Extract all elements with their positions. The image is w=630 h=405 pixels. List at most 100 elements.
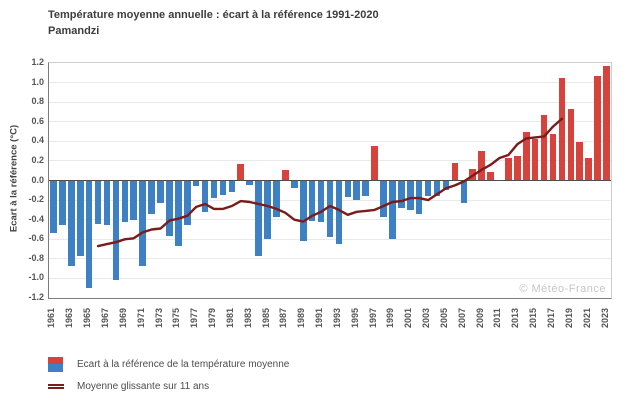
x-tick-label-1969: 1969 — [117, 307, 128, 329]
bar-1961 — [50, 180, 57, 234]
bar-2009 — [478, 151, 485, 181]
x-tick-label-1999: 1999 — [385, 307, 396, 329]
bar-2004 — [433, 180, 441, 197]
x-tick-label-1991: 1991 — [314, 307, 325, 329]
bar-2001 — [406, 180, 414, 210]
bar-1973 — [157, 180, 164, 204]
bar-1980 — [219, 180, 227, 196]
legend-item-anomaly: Ecart à la référence de la température m… — [48, 356, 289, 372]
bar-1975 — [175, 180, 182, 247]
bar-1999 — [389, 180, 396, 240]
bar-2005 — [442, 180, 450, 191]
legend: Ecart à la référence de la température m… — [48, 356, 289, 400]
bar-1988 — [291, 180, 298, 189]
bar-1997 — [371, 146, 378, 181]
bar-2016 — [540, 114, 548, 181]
bar-1987 — [282, 169, 289, 181]
bar-2017 — [549, 134, 557, 181]
bar-2000 — [398, 180, 405, 208]
x-tick-label-2005: 2005 — [438, 307, 449, 329]
gridline — [49, 238, 611, 240]
x-tick-label-2019: 2019 — [563, 307, 574, 329]
bar-2006 — [451, 162, 459, 181]
gridline — [49, 258, 611, 260]
x-tick-label-1985: 1985 — [260, 307, 271, 329]
x-tick-label-1975: 1975 — [171, 307, 182, 329]
bar-1962 — [59, 180, 66, 225]
y-tick-label: -1.2 — [28, 292, 44, 302]
y-tick-label: 0.2 — [31, 154, 44, 165]
zero-line — [49, 180, 611, 181]
y-tick-label: 0.8 — [31, 96, 44, 107]
gridline — [49, 277, 611, 279]
x-tick-label-2003: 2003 — [421, 307, 432, 329]
bar-1976 — [183, 180, 191, 225]
bar-1964 — [76, 180, 84, 256]
bar-1977 — [192, 180, 200, 187]
x-tick-label-1971: 1971 — [135, 307, 146, 329]
bar-2007 — [460, 180, 468, 204]
y-tick-label: 0.0 — [31, 174, 44, 185]
bar-2015 — [531, 139, 539, 181]
line-swatch-icon — [48, 383, 64, 389]
bar-1968 — [112, 180, 120, 281]
x-tick-label-1995: 1995 — [349, 307, 360, 329]
bar-1967 — [103, 180, 111, 225]
legend-label-running-mean: Moyenne glissante sur 11 ans — [77, 380, 210, 392]
x-tick-label-1981: 1981 — [224, 307, 235, 329]
x-tick-label-2023: 2023 — [599, 307, 610, 329]
running-mean-line — [96, 117, 564, 248]
y-tick-label: 1.0 — [31, 76, 44, 87]
chart-title: Température moyenne annuelle : écart à l… — [48, 9, 379, 21]
bar-1969 — [121, 180, 129, 222]
y-tick-label: -0.4 — [28, 213, 44, 224]
bar-1963 — [68, 180, 75, 266]
bar-1970 — [130, 180, 138, 220]
bar-1985 — [264, 180, 271, 240]
bar-1990 — [308, 180, 316, 221]
bar-1986 — [273, 180, 280, 217]
bar-2020 — [576, 142, 584, 181]
legend-item-running-mean: Moyenne glissante sur 11 ans — [48, 378, 289, 394]
x-tick-label-2009: 2009 — [474, 307, 485, 329]
x-tick-label-1983: 1983 — [242, 307, 253, 329]
bar-2023 — [603, 65, 610, 181]
y-tick-label: 0.6 — [31, 115, 44, 126]
legend-label-anomaly: Ecart à la référence de la température m… — [77, 358, 290, 370]
x-tick-label-2011: 2011 — [492, 308, 503, 328]
y-tick-label: -0.2 — [28, 194, 44, 205]
bar-1982 — [237, 163, 245, 181]
bar-1983 — [246, 180, 253, 186]
x-tick-label-2001: 2001 — [403, 307, 414, 329]
x-tick-label-1989: 1989 — [296, 307, 307, 329]
bar-1994 — [344, 180, 352, 198]
bar-1989 — [299, 180, 307, 242]
x-tick-label-1963: 1963 — [64, 307, 75, 329]
bar-1993 — [335, 180, 343, 245]
bar-2013 — [514, 156, 521, 181]
gridline — [49, 101, 611, 103]
bar-2014 — [522, 131, 530, 181]
x-tick-label-2007: 2007 — [456, 307, 467, 329]
x-tick-label-2013: 2013 — [510, 307, 521, 329]
bar-1966 — [94, 180, 102, 224]
x-tick-label-2021: 2021 — [581, 307, 592, 329]
x-tick-label-1973: 1973 — [153, 307, 164, 329]
bar-1965 — [85, 180, 93, 289]
bar-1998 — [380, 180, 387, 217]
x-tick-label-1987: 1987 — [278, 307, 289, 329]
x-tick-label-1979: 1979 — [207, 307, 218, 329]
y-tick-label: -0.8 — [28, 252, 44, 263]
plot-area: © Météo-France — [48, 62, 612, 299]
x-tick-label-1965: 1965 — [82, 307, 93, 329]
bar-1984 — [255, 180, 262, 256]
bar-swatch-icon — [48, 356, 63, 372]
gridline — [49, 160, 611, 162]
y-tick-label: -0.6 — [28, 233, 44, 244]
bar-1979 — [210, 180, 218, 199]
gridline — [49, 121, 611, 123]
bar-1971 — [139, 180, 146, 266]
x-tick-label-2015: 2015 — [528, 307, 539, 329]
y-tick-label: -1.0 — [28, 272, 44, 283]
